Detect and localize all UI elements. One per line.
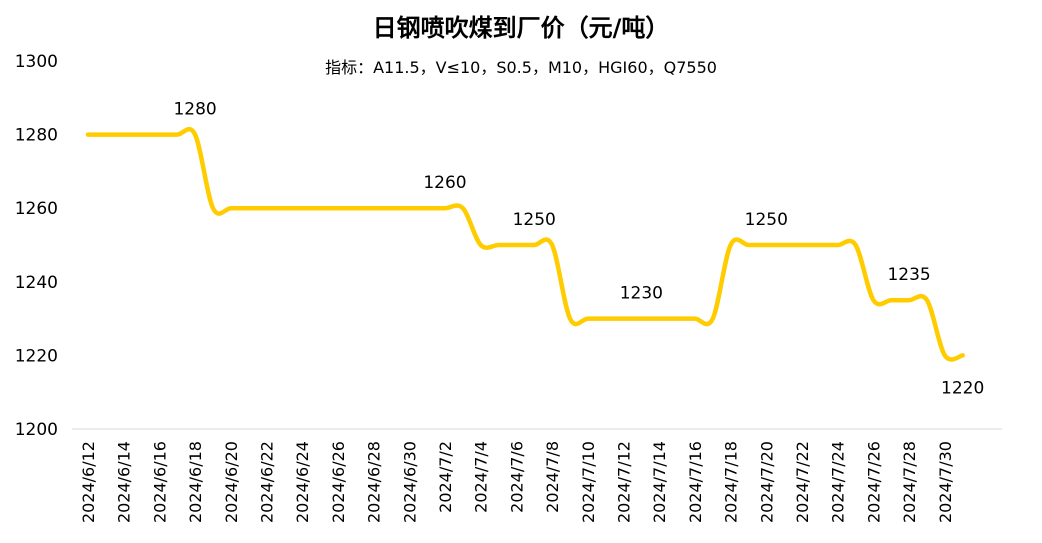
x-tick-label: 2024/7/14 — [650, 441, 669, 523]
data-label: 1250 — [745, 210, 788, 230]
price-series-line — [85, 126, 965, 362]
y-tick-label: 1220 — [15, 346, 58, 366]
x-tick-label: 2024/7/18 — [722, 441, 741, 523]
x-tick-label: 2024/6/16 — [150, 441, 169, 523]
x-tick-label: 2024/7/28 — [900, 441, 919, 523]
x-tick-label: 2024/6/20 — [222, 441, 241, 523]
x-tick-label: 2024/6/28 — [365, 441, 384, 523]
data-label: 1280 — [173, 100, 216, 120]
x-tick-label: 2024/7/26 — [864, 441, 883, 523]
x-tick-label: 2024/6/18 — [186, 441, 205, 523]
x-tick-label: 2024/7/10 — [579, 441, 598, 523]
y-tick-label: 1240 — [15, 273, 58, 293]
chart-title: 日钢喷吹煤到厂价（元/吨） — [372, 14, 670, 42]
x-tick-label: 2024/7/22 — [793, 441, 812, 523]
x-tick-label: 2024/7/16 — [686, 441, 705, 523]
data-label: 1250 — [513, 210, 556, 230]
y-tick-label: 1260 — [15, 199, 58, 219]
y-tick-label: 1300 — [15, 52, 58, 72]
x-tick-label: 2024/6/26 — [329, 441, 348, 523]
x-tick-label: 2024/7/4 — [472, 441, 491, 513]
x-tick-label: 2024/6/14 — [115, 441, 134, 523]
x-tick-label: 2024/6/22 — [258, 441, 277, 523]
x-tick-label: 2024/7/8 — [543, 441, 562, 513]
x-tick-label: 2024/6/30 — [400, 441, 419, 523]
y-tick-label: 1280 — [15, 126, 58, 146]
data-label: 1260 — [423, 173, 466, 193]
data-label: 1235 — [887, 265, 930, 285]
data-label: 1220 — [941, 378, 984, 398]
x-tick-label: 2024/6/12 — [79, 441, 98, 523]
x-tick-label: 2024/7/2 — [436, 441, 455, 513]
data-label: 1230 — [620, 284, 663, 304]
y-tick-label: 1200 — [15, 420, 58, 440]
x-tick-label: 2024/7/6 — [507, 441, 526, 513]
x-tick-label: 2024/6/24 — [293, 441, 312, 523]
x-tick-label: 2024/7/20 — [757, 441, 776, 523]
x-tick-label: 2024/7/24 — [829, 441, 848, 523]
x-tick-label: 2024/7/30 — [936, 441, 955, 523]
x-tick-label: 2024/7/12 — [615, 441, 634, 523]
chart-subtitle: 指标：A11.5，V≤10，S0.5，M10，HGI60，Q7550 — [325, 58, 717, 77]
